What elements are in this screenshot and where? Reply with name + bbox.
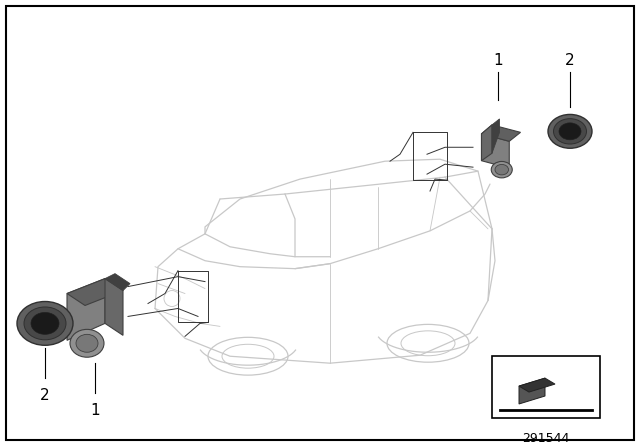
Bar (492, 356, 600, 418)
Polygon shape (67, 279, 123, 306)
Text: 291544: 291544 (522, 432, 570, 445)
Polygon shape (105, 274, 130, 291)
Text: 1: 1 (493, 53, 503, 68)
Polygon shape (67, 279, 105, 340)
Text: 2: 2 (565, 53, 575, 68)
Text: 1: 1 (90, 403, 100, 418)
Polygon shape (519, 378, 545, 404)
Ellipse shape (24, 307, 66, 340)
Ellipse shape (559, 123, 581, 140)
Polygon shape (492, 119, 499, 153)
Polygon shape (481, 134, 509, 168)
Polygon shape (481, 125, 520, 141)
Polygon shape (519, 378, 555, 392)
Ellipse shape (76, 334, 98, 352)
Ellipse shape (548, 114, 592, 148)
Ellipse shape (70, 329, 104, 357)
Ellipse shape (554, 119, 586, 144)
Ellipse shape (495, 164, 509, 175)
Ellipse shape (17, 302, 73, 345)
Polygon shape (105, 279, 123, 336)
Ellipse shape (31, 312, 59, 334)
Text: 2: 2 (40, 388, 50, 403)
Polygon shape (481, 125, 492, 161)
Ellipse shape (492, 161, 512, 178)
